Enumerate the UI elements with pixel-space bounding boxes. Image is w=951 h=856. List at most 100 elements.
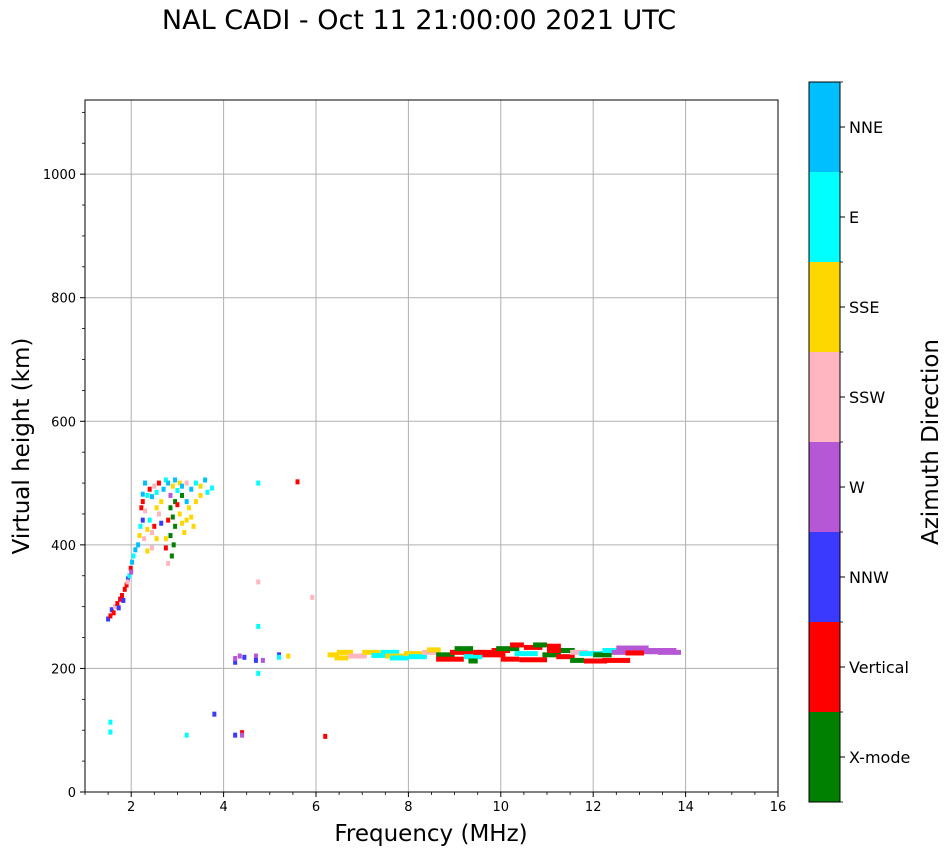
echo-point (233, 732, 238, 738)
echo-point (189, 514, 194, 520)
echo-point (240, 732, 245, 738)
echo-point (256, 480, 261, 486)
echo-segment (570, 649, 589, 655)
echo-point (140, 517, 145, 523)
echo-point (256, 579, 261, 585)
echo-point (121, 597, 126, 603)
echo-point (171, 542, 176, 548)
x-tick-label: 8 (404, 800, 412, 815)
echo-segment (327, 652, 340, 658)
y-tick-label: 200 (51, 662, 76, 677)
echo-segment (602, 657, 631, 663)
x-tick-label: 12 (585, 800, 602, 815)
echo-segment (380, 649, 400, 655)
echo-point (168, 533, 173, 539)
grid-lines (85, 100, 778, 792)
echo-segment (570, 657, 584, 663)
echo-point (152, 483, 157, 489)
echo-segment (593, 652, 612, 658)
echo-point (253, 657, 258, 663)
echo-segment (463, 654, 483, 660)
echo-point (169, 553, 174, 559)
echo-point (277, 654, 282, 660)
echo-segment (426, 647, 441, 653)
echo-point (175, 487, 180, 493)
echo-point (256, 670, 261, 676)
echo-point (184, 517, 189, 523)
echo-point (133, 547, 138, 553)
colorbar-label: Azimuth Direction (918, 339, 944, 545)
echo-point (145, 548, 150, 554)
plot-frame (84, 99, 779, 793)
colorbar-swatch (809, 532, 840, 623)
echo-point (140, 491, 145, 497)
echo-point (233, 656, 238, 662)
echo-point (191, 523, 196, 529)
echo-segment (371, 652, 390, 658)
echo-point (159, 520, 164, 526)
echo-point (147, 486, 152, 492)
echo-point (124, 582, 129, 588)
colorbar-label-ssw: SSW (849, 388, 885, 407)
echo-point (184, 732, 189, 738)
echo-segment (449, 649, 474, 655)
echo-point (184, 499, 189, 505)
echo-point (180, 483, 185, 489)
echo-segment (500, 656, 520, 662)
echo-point (143, 508, 148, 514)
echo-point (168, 492, 173, 498)
y-tick-label: 400 (51, 539, 76, 554)
echo-point (168, 505, 173, 511)
echo-point (256, 623, 261, 629)
echo-point (161, 486, 166, 492)
echo-point (109, 607, 114, 613)
echo-segment (496, 646, 520, 652)
echo-point (140, 499, 145, 505)
echo-segment (408, 654, 427, 660)
colorbar-label-vertical: Vertical (849, 658, 909, 677)
colorbar-frame (808, 81, 841, 803)
x-tick-label: 4 (219, 800, 227, 815)
echo-point (108, 729, 113, 735)
echo-point (149, 545, 154, 551)
echo-point (323, 733, 328, 739)
colorbar-label-w: W (849, 478, 865, 497)
echo-point (177, 511, 182, 517)
echo-point (159, 499, 164, 505)
echo-point (111, 610, 116, 616)
echo-segment (389, 655, 409, 661)
echo-segment (334, 655, 349, 661)
x-axis-ticks: 2 4 6 8 10 12 14 16 (84, 792, 786, 815)
echo-point (310, 594, 315, 600)
colorbar-swatch (809, 262, 840, 353)
echo-segment (616, 645, 649, 651)
echo-point (173, 499, 178, 505)
echo-point (136, 542, 141, 548)
echo-point (138, 523, 143, 529)
echo-point (173, 523, 178, 529)
echo-point (106, 616, 111, 622)
echo-point (152, 523, 157, 529)
echo-segment (403, 651, 423, 657)
echo-point (154, 489, 159, 495)
echo-point (184, 480, 189, 486)
echo-segment (336, 649, 353, 655)
echo-point (108, 719, 113, 725)
echo-point (166, 480, 171, 486)
echo-point (286, 653, 291, 659)
colorbar-swatch (809, 712, 840, 803)
echo-point (154, 536, 159, 542)
echo-point (189, 486, 194, 492)
echo-point (295, 479, 300, 485)
echo-point (156, 480, 161, 486)
echo-segment (510, 642, 524, 648)
echo-point (119, 593, 124, 599)
colorbar-swatch (809, 622, 840, 713)
echo-point (145, 492, 150, 498)
echo-point (237, 653, 242, 659)
x-axis-label: Frequency (MHz) (334, 821, 527, 847)
echo-segment (533, 642, 547, 648)
echo-segment (468, 658, 478, 664)
echo-point (173, 477, 178, 483)
